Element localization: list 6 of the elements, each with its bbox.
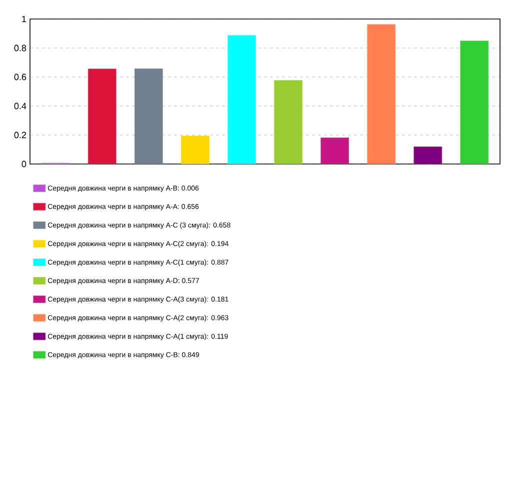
y-tick-label: 0.4 — [14, 102, 26, 110]
y-tick-label: 0.2 — [14, 132, 26, 138]
y-tick-label: 0.8 — [14, 44, 26, 52]
y-tick-label: 0.6 — [14, 74, 26, 80]
y-tick-label: 0 — [22, 160, 26, 168]
y-tick-label: 1 — [22, 16, 26, 22]
